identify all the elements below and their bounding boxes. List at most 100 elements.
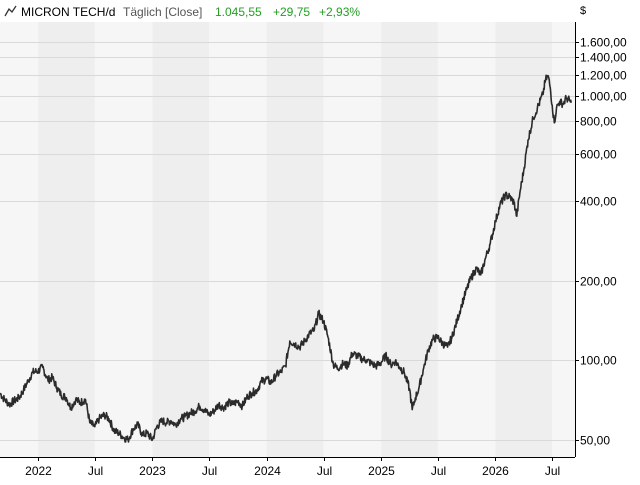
data-point bbox=[371, 363, 372, 364]
time-band bbox=[152, 22, 210, 457]
data-point bbox=[527, 139, 528, 140]
x-tick-label: 2024 bbox=[254, 464, 281, 478]
data-point bbox=[60, 394, 61, 395]
data-point bbox=[485, 257, 486, 258]
x-tick-label: 2023 bbox=[139, 464, 166, 478]
y-tick-label: 600,00 bbox=[580, 148, 617, 162]
data-point bbox=[156, 426, 157, 427]
data-point bbox=[162, 420, 163, 421]
y-tick-label: 1.400,00 bbox=[580, 51, 627, 65]
data-point bbox=[381, 362, 382, 363]
data-point bbox=[184, 416, 185, 417]
time-band bbox=[437, 22, 496, 457]
x-tick-label: Jul bbox=[88, 464, 103, 478]
price-series bbox=[0, 74, 572, 443]
data-point bbox=[180, 418, 181, 419]
data-point bbox=[423, 369, 424, 370]
data-point bbox=[75, 399, 76, 400]
data-point bbox=[261, 381, 262, 382]
data-point bbox=[519, 192, 520, 193]
data-point bbox=[9, 404, 10, 405]
data-point bbox=[327, 337, 328, 338]
y-tick-label: 200,00 bbox=[580, 275, 617, 289]
data-point bbox=[133, 428, 134, 429]
data-point bbox=[256, 390, 257, 391]
data-point bbox=[218, 404, 219, 405]
data-point bbox=[4, 399, 5, 400]
price-change: +29,75 bbox=[273, 5, 310, 19]
y-tick-label: 100,00 bbox=[580, 354, 617, 368]
data-point bbox=[490, 243, 491, 244]
data-point bbox=[28, 380, 29, 381]
data-point bbox=[545, 79, 546, 80]
data-point bbox=[170, 420, 171, 421]
data-point bbox=[457, 319, 458, 320]
data-point bbox=[118, 432, 119, 433]
y-axis-unit-label: $ bbox=[580, 5, 586, 17]
data-point bbox=[437, 337, 438, 338]
data-point bbox=[199, 406, 200, 407]
data-point bbox=[137, 424, 138, 425]
data-point bbox=[375, 365, 376, 366]
time-band bbox=[381, 22, 438, 457]
data-point bbox=[147, 432, 148, 433]
price-change-pct: +2,93% bbox=[319, 5, 360, 19]
data-point bbox=[347, 365, 348, 366]
data-point bbox=[38, 370, 39, 371]
data-point bbox=[513, 202, 514, 203]
x-tick-label: 2025 bbox=[368, 464, 395, 478]
data-point bbox=[318, 313, 319, 314]
y-tick-label: 50,00 bbox=[580, 434, 610, 448]
time-band bbox=[38, 22, 95, 457]
data-point bbox=[418, 388, 419, 389]
data-point bbox=[280, 372, 281, 373]
data-point bbox=[461, 304, 462, 305]
last-price: 1.045,55 bbox=[215, 5, 262, 19]
data-point bbox=[451, 337, 452, 338]
data-point bbox=[390, 364, 391, 365]
data-point bbox=[70, 407, 71, 408]
data-point bbox=[104, 414, 105, 415]
data-point bbox=[356, 355, 357, 356]
data-point bbox=[415, 397, 416, 398]
data-point bbox=[295, 343, 296, 344]
data-point bbox=[308, 334, 309, 335]
data-point bbox=[152, 439, 153, 440]
data-point bbox=[412, 409, 413, 410]
y-tick-label: 1.000,00 bbox=[580, 90, 627, 104]
data-point bbox=[442, 342, 443, 343]
data-point bbox=[204, 409, 205, 410]
data-point bbox=[476, 268, 477, 269]
data-point bbox=[127, 439, 128, 440]
data-point bbox=[23, 390, 24, 391]
y-axis: $ 50,00 100,00 200,00 400,00 600,00 800,00 1.0… bbox=[575, 5, 627, 448]
data-point bbox=[209, 414, 210, 415]
data-point bbox=[47, 380, 48, 381]
data-point bbox=[314, 329, 315, 330]
data-point bbox=[432, 339, 433, 340]
data-point bbox=[42, 367, 43, 368]
line-chart-icon bbox=[4, 5, 17, 17]
data-point bbox=[385, 355, 386, 356]
data-point bbox=[289, 341, 290, 342]
x-tick-label: 2022 bbox=[25, 464, 52, 478]
data-point bbox=[537, 107, 538, 108]
data-point bbox=[516, 216, 517, 217]
data-point bbox=[447, 347, 448, 348]
data-point bbox=[142, 435, 143, 436]
time-band bbox=[209, 22, 267, 457]
data-point bbox=[337, 368, 338, 369]
data-point bbox=[533, 118, 534, 119]
data-point bbox=[276, 374, 277, 375]
chart-mode-label: Täglich [Close] bbox=[123, 5, 202, 19]
data-point bbox=[56, 387, 57, 388]
data-point bbox=[94, 426, 95, 427]
data-point bbox=[213, 411, 214, 412]
data-point bbox=[495, 221, 496, 222]
data-point bbox=[99, 418, 100, 419]
data-point bbox=[499, 205, 500, 206]
data-point bbox=[247, 396, 248, 397]
data-point bbox=[333, 364, 334, 365]
data-point bbox=[32, 372, 33, 373]
data-point bbox=[251, 393, 252, 394]
